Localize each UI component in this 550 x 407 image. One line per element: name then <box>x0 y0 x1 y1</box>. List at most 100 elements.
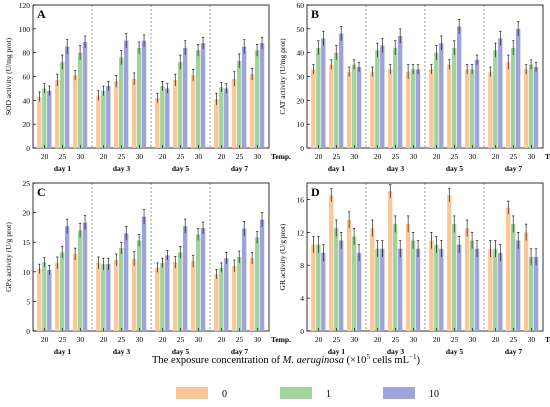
bar-A-0 <box>249 74 255 148</box>
bar-C-0 <box>249 258 255 331</box>
bar-C-2 <box>47 270 52 331</box>
bar-D-1 <box>410 240 416 331</box>
group-label: day 5 <box>446 164 464 173</box>
bar-A-0 <box>173 80 178 148</box>
bar-B-0 <box>370 71 375 148</box>
bar-A-1 <box>136 47 142 148</box>
x-tick-label: 30 <box>528 335 536 344</box>
bar-C-1 <box>195 234 201 331</box>
bar-D-2 <box>338 240 344 331</box>
bar-A-0 <box>96 95 101 148</box>
y-tick-label: 20 <box>297 96 305 105</box>
legend-swatch <box>383 387 415 399</box>
x-tick-label: 30 <box>77 335 85 344</box>
bar-D-0 <box>488 248 493 331</box>
bar-B-2 <box>474 59 480 148</box>
bar-D-0 <box>523 232 529 331</box>
x-tick-label: 25 <box>333 335 341 344</box>
group-label: day 7 <box>505 164 523 173</box>
y-tick-label: 5 <box>26 297 30 306</box>
bar-B-0 <box>464 69 470 148</box>
bar-C-0 <box>114 259 119 331</box>
bar-B-0 <box>311 69 316 148</box>
bar-D-2 <box>515 240 521 331</box>
y-tick-label: 8 <box>300 261 304 270</box>
bar-B-1 <box>528 64 534 148</box>
y-tick-label: 30 <box>297 73 305 82</box>
bar-D-2 <box>356 252 362 331</box>
bar-A-0 <box>155 97 160 148</box>
panel-label: A <box>37 7 46 21</box>
y-tick-label: 0 <box>300 144 304 153</box>
x-tick-label: 30 <box>77 152 85 161</box>
group-label: day 5 <box>172 347 190 356</box>
bar-B-0 <box>405 71 411 148</box>
bar-C-1 <box>254 237 260 331</box>
bar-C-1 <box>77 230 83 331</box>
bar-A-1 <box>160 86 165 148</box>
bar-C-2 <box>123 233 129 331</box>
legend-swatch <box>280 387 312 399</box>
x-axis-label: Temp. <box>271 152 291 161</box>
y-tick-label: 0 <box>26 327 30 336</box>
bar-D-1 <box>434 244 439 331</box>
bar-C-0 <box>72 254 78 331</box>
bar-C-0 <box>96 262 101 331</box>
bar-B-1 <box>375 50 380 148</box>
y-tick-label: 10 <box>297 120 305 129</box>
bar-D-0 <box>311 244 316 331</box>
bar-B-1 <box>511 47 516 148</box>
bar-A-1 <box>237 61 242 149</box>
x-tick-label: 30 <box>410 335 418 344</box>
y-axis-label: GPx activity (U/g prot) <box>4 222 13 292</box>
bar-A-0 <box>214 99 219 148</box>
bar-A-1 <box>119 57 124 148</box>
bar-B-0 <box>388 69 393 148</box>
group-label: day 7 <box>505 347 523 356</box>
x-tick-label: 25 <box>59 335 67 344</box>
x-tick-label: 25 <box>59 152 67 161</box>
x-tick-label: 30 <box>528 152 536 161</box>
x-tick-label: 30 <box>469 152 477 161</box>
bar-D-1 <box>351 236 357 331</box>
bar-A-1 <box>77 52 83 148</box>
bar-D-2 <box>321 252 326 331</box>
bar-D-1 <box>469 240 475 331</box>
legend-label: 10 <box>429 389 439 400</box>
bar-C-0 <box>232 265 237 331</box>
panel-D: D 0 4 8 12 16 GR activity (U/g prot) 20 25 30 day … <box>278 182 550 356</box>
bar-C-2 <box>64 226 70 331</box>
x-tick-label: 25 <box>392 335 400 344</box>
bar-A-2 <box>47 90 52 148</box>
bar-B-2 <box>498 38 503 148</box>
bar-D-0 <box>506 207 511 331</box>
bar-D-1 <box>316 244 321 331</box>
x-tick-label: 25 <box>510 335 518 344</box>
x-tick-label: 20 <box>218 335 226 344</box>
y-tick-label: 40 <box>23 96 31 105</box>
x-tick-label: 20 <box>159 335 167 344</box>
bar-A-2 <box>106 86 111 148</box>
bar-D-1 <box>334 228 339 331</box>
bar-C-0 <box>55 262 60 331</box>
panel-label: B <box>311 7 319 21</box>
bar-C-2 <box>224 258 229 331</box>
y-tick-label: 0 <box>300 327 304 336</box>
bar-A-2 <box>182 47 188 148</box>
bar-B-2 <box>356 66 362 148</box>
y-tick-label: 15 <box>23 238 31 247</box>
bar-A-0 <box>72 75 78 148</box>
bar-B-0 <box>488 71 493 148</box>
bar-C-2 <box>141 216 147 331</box>
x-tick-label: 25 <box>451 335 459 344</box>
group-label: day 7 <box>231 164 249 173</box>
bar-D-0 <box>405 224 411 331</box>
bar-B-0 <box>506 62 511 149</box>
x-tick-label: 30 <box>351 335 359 344</box>
bar-A-1 <box>178 62 183 149</box>
bar-B-2 <box>321 38 326 148</box>
bar-B-1 <box>452 47 457 148</box>
group-label: day 1 <box>328 347 346 356</box>
y-tick-label: 25 <box>23 179 31 188</box>
